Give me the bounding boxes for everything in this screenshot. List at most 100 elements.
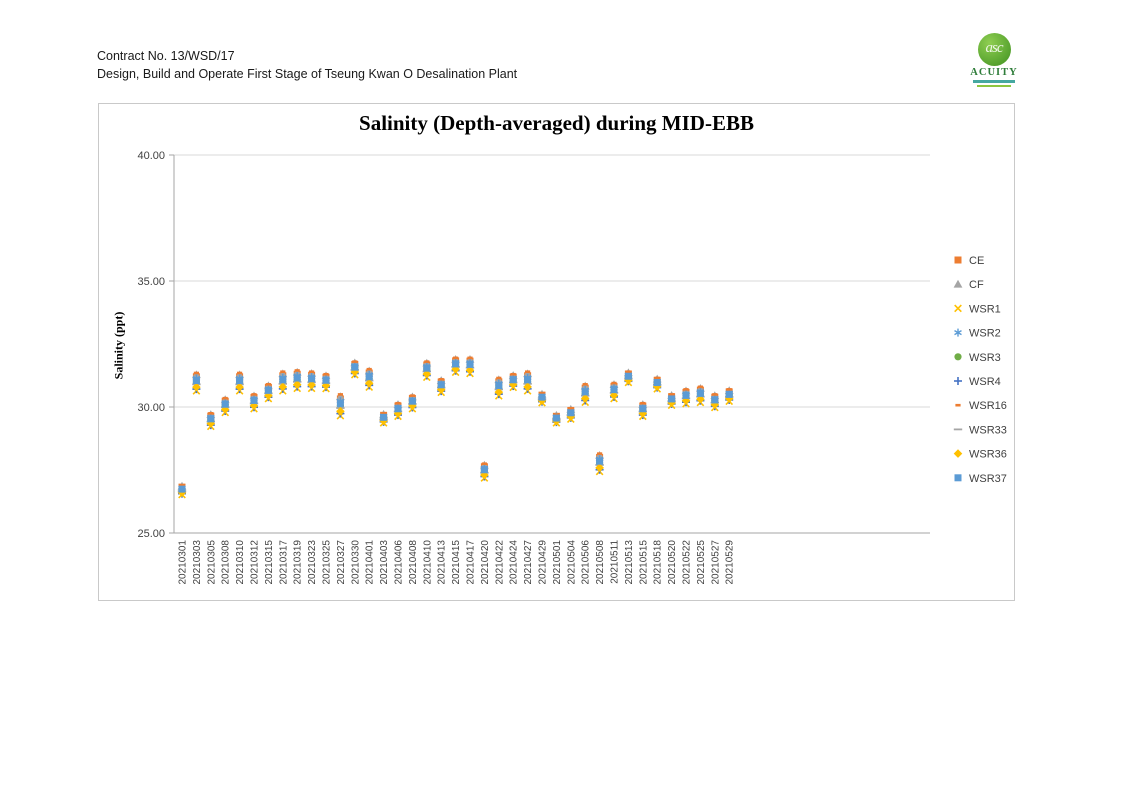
square-marker [682,391,690,399]
square-marker [336,399,344,407]
triangle-marker [336,392,345,401]
square-marker [178,485,186,493]
x-tick-label-20210515: 20210515 [638,540,649,585]
square-marker [466,360,474,368]
x-tick-label-20210506: 20210506 [581,540,592,585]
diamond-marker [451,364,460,374]
diamond-marker [953,449,963,458]
legend-label-WSR2: WSR2 [969,328,1001,340]
square-marker [308,375,316,383]
series-WSR16 [179,356,732,487]
square-marker [509,376,517,384]
legend-label-WSR37: WSR37 [969,473,1007,485]
diamond-marker [292,380,302,389]
square-marker [480,466,488,474]
x-tick-label-20210427: 20210427 [523,540,534,585]
square-marker [322,376,330,384]
legend-item-WSR37: WSR37 [954,473,1007,485]
y-tick-label-25: 25.00 [137,528,165,540]
square-marker [610,386,618,394]
x-tick-label-20210508: 20210508 [595,540,606,585]
diamond-marker [422,369,432,379]
square-marker [408,397,416,405]
y-axis-title: Salinity (ppt) [111,311,126,380]
diamond-marker [480,470,489,480]
x-tick-label-20210520: 20210520 [667,540,678,585]
square-marker [423,364,431,372]
x-tick-label-20210511: 20210511 [610,540,621,584]
x-tick-label-20210504: 20210504 [566,540,577,585]
diamond-marker [580,394,590,403]
acuity-logo-circle: asc [977,33,1011,66]
legend-item-CE: CE [954,255,984,267]
x-tick-label-20210518: 20210518 [653,540,664,585]
legend-label-WSR1: WSR1 [969,303,1001,315]
square-marker [624,372,632,380]
x-tick-label-20210401: 20210401 [365,540,376,585]
diamond-marker [192,382,201,392]
x-tick-label-20210303: 20210303 [192,540,203,585]
square-marker [596,457,604,465]
x-tick-label-20210424: 20210424 [509,540,520,585]
series-WSR3 [178,361,733,494]
diamond-marker [408,401,417,411]
square-marker [293,374,301,382]
diamond-marker [696,394,705,404]
x-tick-label-20210522: 20210522 [682,540,693,585]
series-CF [177,354,734,490]
x-marker [954,304,962,313]
legend-label-CE: CE [969,255,984,267]
triangle-marker [278,369,288,378]
asterisk-marker [954,328,962,337]
x-tick-label-20210312: 20210312 [250,540,261,585]
square-marker [437,381,445,389]
x-axis-labels: 20210301 20210303 20210305 20210308 20210310… [178,540,736,585]
chart-frame: Salinity (Depth-averaged) during MID-EBB… [98,103,1015,601]
x-tick-label-20210315: 20210315 [264,540,275,585]
x-tick-label-20210410: 20210410 [422,540,433,585]
square-marker [725,390,733,398]
square-marker [264,386,272,394]
square-marker [567,409,575,417]
diamond-marker [465,365,475,375]
square-marker [653,379,661,387]
series-WSR37 [178,360,733,493]
legend-item-WSR33: WSR33 [953,424,1007,436]
diamond-marker [523,382,532,392]
legend-label-CF: CF [969,279,984,291]
diamond-marker [264,391,273,400]
square-marker [495,382,503,390]
legend-item-CF: CF [953,279,984,291]
x-tick-label-20210415: 20210415 [451,540,462,585]
x-tick-label-20210330: 20210330 [350,540,361,585]
diamond-marker [364,379,374,388]
x-tick-label-20210327: 20210327 [336,540,347,585]
acuity-logo: asc ACUITY [966,33,1022,87]
series-CE [178,357,733,491]
legend-item-WSR3: WSR3 [954,352,1001,364]
square-marker [221,400,229,408]
x-tick-label-20210319: 20210319 [293,540,304,585]
square-marker [696,389,704,397]
diamond-marker [336,406,345,416]
circle-marker [954,353,962,361]
legend-item-WSR1: WSR1 [954,303,1001,315]
y-tick-label-30: 30.00 [137,402,165,414]
diamond-marker [307,380,316,390]
square-marker [954,256,962,264]
legend-item-WSR16: WSR16 [955,400,1007,412]
square-marker [394,405,402,413]
square-marker [351,363,359,371]
diamond-marker [494,387,504,397]
x-tick-label-20210323: 20210323 [307,540,318,585]
x-tick-label-20210525: 20210525 [696,540,707,585]
square-marker [250,396,258,404]
series-WSR1 [178,368,734,499]
square-marker [538,393,546,401]
x-tick-label-20210305: 20210305 [206,540,217,585]
series-WSR2 [178,358,734,493]
x-tick-label-20210403: 20210403 [379,540,390,585]
legend-label-WSR3: WSR3 [969,352,1001,364]
square-marker [207,415,215,423]
